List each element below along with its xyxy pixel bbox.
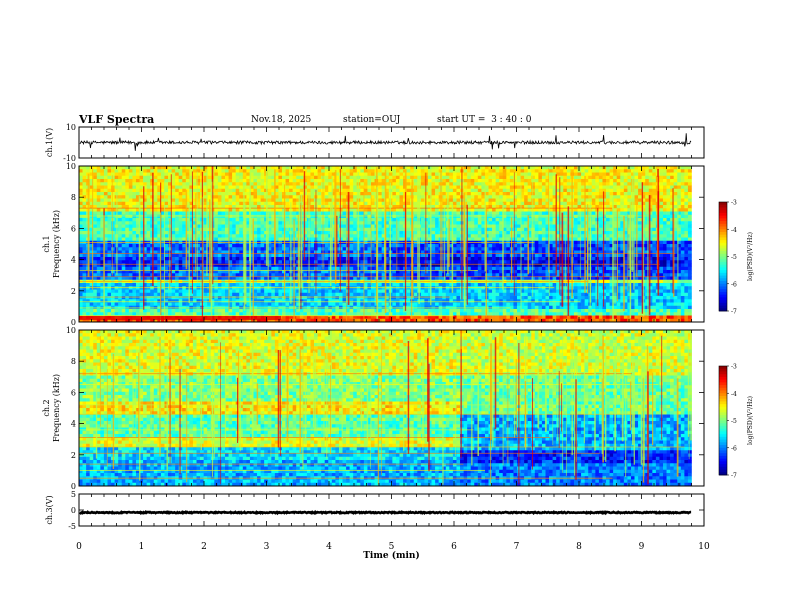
ch1-colorbar: -3 -4 -5 -6 -7 log(PSD)(V²/Hz) [718,200,754,316]
ch2-spectrogram-ytick-3: 6 [71,388,76,397]
ch1-waveform-ytick-0: 10 [66,123,76,132]
ch1-colorbar-tick-4: -7 [731,309,737,316]
x-axis-label: Time (min) [363,550,420,561]
ch3-waveform-ylabel-0: ch.3(V) [45,495,54,524]
ch3-waveform-ytick-2: -5 [68,522,76,531]
ch1-spectrogram-image [79,166,692,323]
xtick-5: 5 [389,542,395,552]
ch1-spectrogram-ytick-3: 6 [71,224,76,233]
ch2-colorbar: -3 -4 -5 -6 -7 log(PSD)(V²/Hz) [718,364,754,480]
ch2-colorbar-tick-4: -7 [731,473,737,480]
ch1-waveform-ytick-1: -10 [63,154,76,163]
station-label: station=OUJ [343,115,401,125]
ch1-spectrogram-ytick-5: 10 [66,162,76,171]
ch1-spectrogram-ylabel-1: Frequency (kHz) [52,210,61,278]
ch2-colorbar-label: log(PSD)(V²/Hz) [747,396,754,445]
ch3-waveform-ytick-1: 0 [71,506,76,515]
ch2-colorbar-tick-0: -3 [731,364,737,371]
ch1-colorbar-tick-2: -5 [731,254,737,261]
xtick-1: 1 [139,542,145,552]
start-time-label: start UT = 3 : 40 : 0 [437,115,532,125]
ch2-spectrogram-image [79,330,692,487]
ch2-spectrogram-ytick-2: 4 [71,420,76,429]
ch1-spectrogram-ytick-2: 4 [71,256,76,265]
ch2-spectrogram-ytick-4: 8 [71,357,76,366]
xtick-7: 7 [514,542,520,552]
ch2-spectrogram-ylabel-1: Frequency (kHz) [52,374,61,442]
plot-title: VLF Spectra [79,113,155,126]
date-label: Nov.18, 2025 [251,115,312,125]
xtick-0: 0 [76,542,82,552]
ch1-spectrogram-ytick-0: 0 [71,318,76,327]
ch1-spectrogram-ytick-1: 2 [71,287,76,296]
ch1-waveform-ylabel-0: ch.1(V) [45,128,54,157]
ch1-spectrogram-ytick-4: 8 [71,193,76,202]
ch2-colorbar-tick-2: -5 [731,418,737,425]
ch1-colorbar-tick-0: -3 [731,200,737,207]
ch1-colorbar-tick-1: -4 [731,227,737,234]
xtick-3: 3 [264,542,270,552]
ch2-colorbar-tick-1: -4 [731,391,737,398]
ch2-spectrogram-ytick-0: 0 [71,482,76,491]
xtick-2: 2 [201,542,207,552]
xtick-9: 9 [639,542,645,552]
xtick-8: 8 [576,542,582,552]
ch2-spectrogram-ytick-5: 10 [66,326,76,335]
ch2-spectrogram-ytick-1: 2 [71,451,76,460]
xtick-4: 4 [326,542,332,552]
ch3-waveform-trace [79,509,692,516]
ch1-spectrogram-ylabel-0: ch.1 [42,235,51,252]
ch3-waveform-ytick-0: 5 [71,490,76,499]
ch2-spectrogram-ylabel-0: ch.2 [42,399,51,416]
ch2-colorbar-tick-3: -6 [731,445,737,452]
ch1-colorbar-label: log(PSD)(V²/Hz) [747,232,754,281]
xtick-6: 6 [451,542,457,552]
xtick-10: 10 [698,542,710,552]
ch1-waveform-trace [79,133,692,151]
ch1-colorbar-tick-3: -6 [731,281,737,288]
